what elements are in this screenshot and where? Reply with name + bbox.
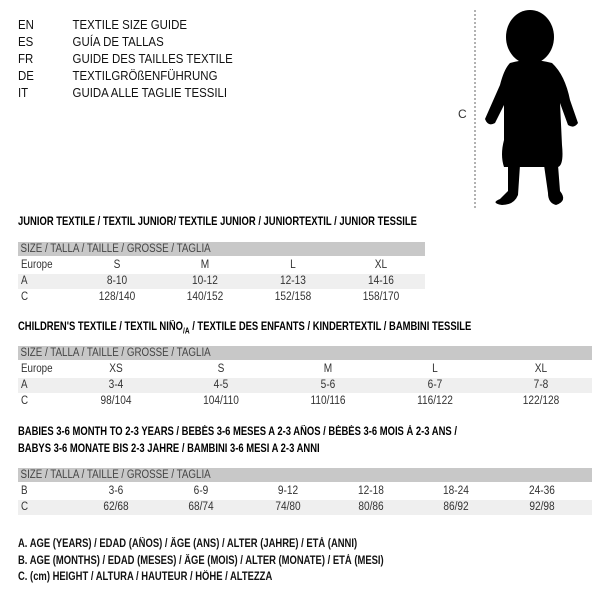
cell: 68/74 [188,501,214,513]
legend-b: B. AGE (MONTHS) / EDAD (MESES) / ÂGE (MO… [18,555,384,567]
cell: S [113,259,121,271]
row-label: A [21,379,28,391]
lang-code: ES [18,34,34,49]
cell: 116/122 [417,395,453,407]
lang-title: TEXTILE SIZE GUIDE [72,17,187,32]
lang-title: TEXTILGRÖßENFÜHRUNG [72,68,218,83]
legend-a: A. AGE (YEARS) / EDAD (AÑOS) / ÂGE (ANS)… [18,538,358,550]
cell: 128/140 [98,291,136,303]
cell: XL [534,363,548,375]
header-line-de: DE TEXTILGRÖßENFÜHRUNG [18,67,217,84]
header-line-it: IT GUIDA ALLE TAGLIE TESSILI [18,84,227,101]
cell: 104/110 [203,395,239,407]
babies-title-line-1: BABIES 3-6 MONTH TO 2-3 YEARS / BEBÉS 3-… [18,426,457,438]
table-row: Europe S M L XL [18,258,425,273]
lang-code: FR [18,51,34,66]
cell: 12-18 [358,485,384,497]
cell: 24-36 [529,485,555,497]
table-row: C 62/68 68/74 74/80 80/86 86/92 92/98 [18,500,592,515]
title-part: CHILDREN'S TEXTILE / TEXTIL NIÑO [18,321,184,333]
title-sub: /A [183,326,190,336]
cell: XS [109,363,123,375]
cell: 12-13 [280,275,306,287]
row-label: Europe [21,363,53,375]
cell: 6-7 [427,379,443,391]
table-row: B 3-6 6-9 9-12 12-18 18-24 24-36 [18,484,592,499]
cell: 4-5 [213,379,229,391]
cell: 92/98 [529,501,555,513]
row-label: C [21,395,29,407]
cell: 18-24 [443,485,469,497]
cell: L [432,363,438,375]
lang-code: DE [18,68,34,83]
cell: M [200,259,210,271]
cell: XL [374,259,388,271]
cell: 98/104 [100,395,132,407]
table-row: C 98/104 104/110 110/116 116/122 122/128 [18,394,592,409]
header-line-en: EN TEXTILE SIZE GUIDE [18,16,187,33]
title-part: / TEXTILE DES ENFANTS / KINDERTEXTIL / B… [189,321,472,333]
cell: 6-9 [193,485,209,497]
size-label: SIZE / TALLA / TAILLE / GRÖSSE / TAGLIA [20,347,211,359]
table-row: Europe XS S M L XL [18,362,592,377]
cell: 140/152 [186,291,224,303]
cell: M [323,363,333,375]
baby-silhouette-icon [474,10,578,210]
cell: 158/170 [362,291,400,303]
size-label: SIZE / TALLA / TAILLE / GRÖSSE / TAGLIA [20,469,211,481]
children-title: CHILDREN'S TEXTILE / TEXTIL NIÑO/A / TEX… [18,321,471,335]
cell: 3-6 [108,485,124,497]
babies-size-header: SIZE / TALLA / TAILLE / GRÖSSE / TAGLIA [18,468,592,482]
cell: 110/116 [310,395,346,407]
cell: 9-12 [277,485,299,497]
header-line-fr: FR GUIDE DES TAILLES TEXTILE [18,50,233,67]
cell: L [290,259,296,271]
cell: 86/92 [443,501,469,513]
size-label: SIZE / TALLA / TAILLE / GRÖSSE / TAGLIA [20,243,211,255]
junior-title: JUNIOR TEXTILE / TEXTIL JUNIOR/ TEXTILE … [18,216,417,228]
lang-title: GUIDE DES TAILLES TEXTILE [72,51,233,66]
row-label: C [21,501,29,513]
children-size-header: SIZE / TALLA / TAILLE / GRÖSSE / TAGLIA [18,346,592,360]
cell: 74/80 [275,501,301,513]
table-row: A 3-4 4-5 5-6 6-7 7-8 [18,378,592,393]
cell: 7-8 [533,379,549,391]
cell: 62/68 [103,501,129,513]
row-label: A [21,275,28,287]
babies-title-line-2: BABYS 3-6 MONATE BIS 2-3 JAHRE / BAMBINI… [18,443,320,455]
row-label: Europe [21,259,53,271]
height-label: C [458,107,467,121]
lang-code: IT [18,85,29,100]
legend-c: C. (cm) HEIGHT / ALTURA / HAUTEUR / HÖHE… [18,571,273,583]
cell: 80/86 [358,501,384,513]
cell: 14-16 [368,275,394,287]
cell: S [217,363,225,375]
cell: 5-6 [320,379,336,391]
header-line-es: ES GUÍA DE TALLAS [18,33,164,50]
table-row: A 8-10 10-12 12-13 14-16 [18,274,425,289]
lang-title: GUIDA ALLE TAGLIE TESSILI [72,85,228,100]
lang-title: GUÍA DE TALLAS [72,34,164,49]
cell: 10-12 [192,275,218,287]
cell: 122/128 [522,395,560,407]
table-row: C 128/140 140/152 152/158 158/170 [18,290,425,305]
junior-size-header: SIZE / TALLA / TAILLE / GRÖSSE / TAGLIA [18,242,425,256]
cell: 3-4 [108,379,124,391]
row-label: B [21,485,28,497]
row-label: C [21,291,29,303]
lang-code: EN [18,17,34,32]
cell: 8-10 [106,275,128,287]
cell: 152/158 [274,291,312,303]
